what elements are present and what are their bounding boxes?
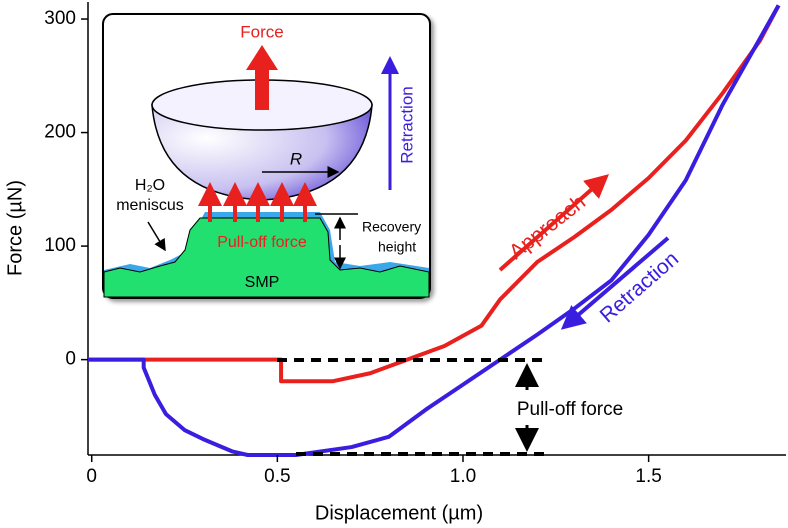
retraction-arrow	[560, 236, 670, 330]
data-line	[88, 4, 781, 384]
inset-label: height	[378, 239, 416, 255]
smp-substrate	[103, 217, 430, 298]
y-tick-label: 0	[65, 349, 76, 370]
y-tick-label: 100	[44, 235, 76, 256]
inset-label: SMP	[245, 274, 280, 291]
x-axis-label: Displacement (µm)	[315, 502, 483, 524]
inset-label: Force	[240, 22, 283, 41]
inset-label: R	[290, 149, 302, 168]
x-tick-label: 1.0	[450, 466, 476, 487]
x-tick-label: 0	[86, 466, 97, 487]
annotation: Pull-off force	[517, 399, 623, 420]
force-arrow	[246, 45, 278, 110]
y-axis-label: Force (µN)	[4, 180, 26, 276]
inset-label: Recovery	[362, 219, 421, 235]
pull-off-arrows	[198, 182, 317, 222]
inset-diagram: Force Retraction R H₂O meniscus Pull-off…	[102, 13, 431, 299]
inset-label: H₂O	[135, 177, 165, 194]
data-line	[88, 4, 781, 457]
x-tick-label: 1.5	[635, 466, 661, 487]
y-tick-label: 200	[44, 122, 76, 143]
y-tick-label: 300	[44, 8, 76, 29]
meniscus-arrow	[147, 221, 166, 252]
inset-label: Pull-off force	[217, 234, 307, 251]
x-tick-label: 0.5	[264, 466, 290, 487]
inset-label: meniscus	[116, 197, 184, 214]
approach-arrow	[498, 174, 610, 272]
inset-label: Retraction	[397, 86, 416, 163]
